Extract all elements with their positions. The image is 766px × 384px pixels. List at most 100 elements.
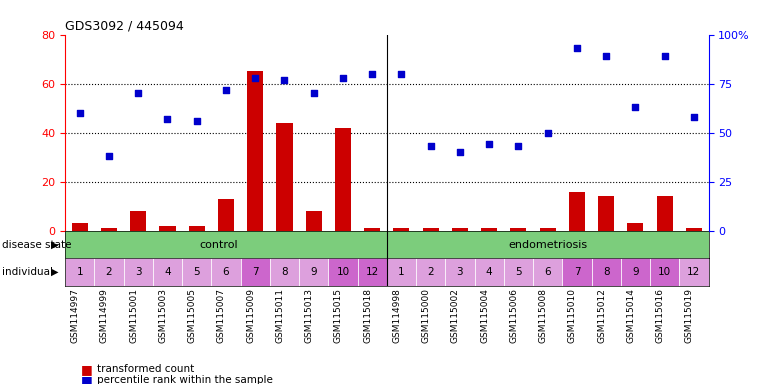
Text: GSM115011: GSM115011 bbox=[276, 288, 284, 343]
Text: GSM115005: GSM115005 bbox=[188, 288, 197, 343]
Text: ■: ■ bbox=[80, 363, 92, 376]
Text: ▶: ▶ bbox=[51, 240, 59, 250]
Text: 2: 2 bbox=[106, 267, 113, 277]
Bar bbox=[329, 258, 358, 286]
Bar bbox=[72, 223, 88, 231]
Text: 4: 4 bbox=[486, 267, 493, 277]
Bar bbox=[510, 228, 526, 231]
Bar bbox=[452, 228, 468, 231]
Point bbox=[483, 141, 496, 147]
Text: 7: 7 bbox=[574, 267, 581, 277]
Text: GSM115007: GSM115007 bbox=[217, 288, 226, 343]
Bar bbox=[270, 258, 299, 286]
Text: 5: 5 bbox=[515, 267, 522, 277]
Bar bbox=[101, 228, 117, 231]
Text: 3: 3 bbox=[135, 267, 142, 277]
Point bbox=[249, 74, 261, 81]
Point bbox=[453, 149, 466, 156]
Text: GSM115008: GSM115008 bbox=[538, 288, 548, 343]
Bar bbox=[481, 228, 497, 231]
Text: GSM115002: GSM115002 bbox=[451, 288, 460, 343]
Text: GSM115003: GSM115003 bbox=[159, 288, 168, 343]
Bar bbox=[335, 128, 351, 231]
Bar bbox=[416, 258, 445, 286]
Bar bbox=[159, 226, 175, 231]
Text: 8: 8 bbox=[603, 267, 610, 277]
Text: GSM115013: GSM115013 bbox=[305, 288, 314, 343]
Bar bbox=[627, 223, 643, 231]
Bar bbox=[620, 258, 650, 286]
Text: 6: 6 bbox=[223, 267, 229, 277]
Text: 4: 4 bbox=[164, 267, 171, 277]
Text: 12: 12 bbox=[365, 267, 379, 277]
Text: GSM115004: GSM115004 bbox=[480, 288, 489, 343]
Point bbox=[571, 45, 583, 51]
Text: GSM115015: GSM115015 bbox=[334, 288, 343, 343]
Bar bbox=[591, 258, 620, 286]
Bar bbox=[569, 192, 585, 231]
Point bbox=[395, 71, 408, 77]
Point bbox=[132, 90, 144, 96]
Text: GSM115000: GSM115000 bbox=[422, 288, 430, 343]
Text: 12: 12 bbox=[687, 267, 701, 277]
Bar bbox=[679, 258, 709, 286]
Text: ▶: ▶ bbox=[51, 267, 59, 277]
Point bbox=[512, 143, 525, 149]
Bar bbox=[387, 231, 709, 258]
Point bbox=[220, 86, 232, 93]
Text: 6: 6 bbox=[545, 267, 551, 277]
Bar bbox=[299, 258, 329, 286]
Text: 9: 9 bbox=[310, 267, 317, 277]
Bar bbox=[364, 228, 380, 231]
Bar bbox=[475, 258, 504, 286]
Text: GSM115010: GSM115010 bbox=[568, 288, 577, 343]
Text: 10: 10 bbox=[336, 267, 349, 277]
Point bbox=[600, 53, 612, 59]
Text: 2: 2 bbox=[427, 267, 434, 277]
Text: GSM114998: GSM114998 bbox=[392, 288, 401, 343]
Point bbox=[366, 71, 378, 77]
Bar bbox=[540, 228, 556, 231]
Text: endometriosis: endometriosis bbox=[508, 240, 588, 250]
Text: GSM115016: GSM115016 bbox=[656, 288, 665, 343]
Point bbox=[162, 116, 174, 122]
Bar bbox=[277, 123, 293, 231]
Bar bbox=[394, 228, 410, 231]
Text: 7: 7 bbox=[252, 267, 259, 277]
Bar bbox=[423, 228, 439, 231]
Text: individual: individual bbox=[2, 267, 54, 277]
Text: GSM115012: GSM115012 bbox=[597, 288, 606, 343]
Bar bbox=[387, 258, 416, 286]
Bar bbox=[504, 258, 533, 286]
Bar bbox=[65, 258, 94, 286]
Text: GDS3092 / 445094: GDS3092 / 445094 bbox=[65, 19, 184, 32]
Text: GSM115018: GSM115018 bbox=[363, 288, 372, 343]
Point bbox=[630, 104, 642, 110]
Text: 8: 8 bbox=[281, 267, 288, 277]
Point bbox=[308, 90, 320, 96]
Point bbox=[688, 114, 700, 120]
Bar bbox=[247, 71, 264, 231]
Text: GSM115001: GSM115001 bbox=[129, 288, 138, 343]
Text: control: control bbox=[199, 240, 238, 250]
Text: 9: 9 bbox=[632, 267, 639, 277]
Text: GSM115019: GSM115019 bbox=[685, 288, 694, 343]
Bar bbox=[94, 258, 123, 286]
Bar bbox=[358, 258, 387, 286]
Point bbox=[542, 130, 554, 136]
Text: percentile rank within the sample: percentile rank within the sample bbox=[97, 375, 273, 384]
Text: 5: 5 bbox=[193, 267, 200, 277]
Point bbox=[191, 118, 203, 124]
Bar bbox=[650, 258, 679, 286]
Bar bbox=[562, 258, 591, 286]
Bar bbox=[123, 258, 153, 286]
Text: GSM115006: GSM115006 bbox=[509, 288, 519, 343]
Text: 3: 3 bbox=[457, 267, 463, 277]
Bar bbox=[656, 197, 673, 231]
Text: 1: 1 bbox=[398, 267, 404, 277]
Point bbox=[659, 53, 671, 59]
Point bbox=[424, 143, 437, 149]
Bar bbox=[153, 258, 182, 286]
Bar bbox=[188, 226, 205, 231]
Point bbox=[103, 153, 115, 159]
